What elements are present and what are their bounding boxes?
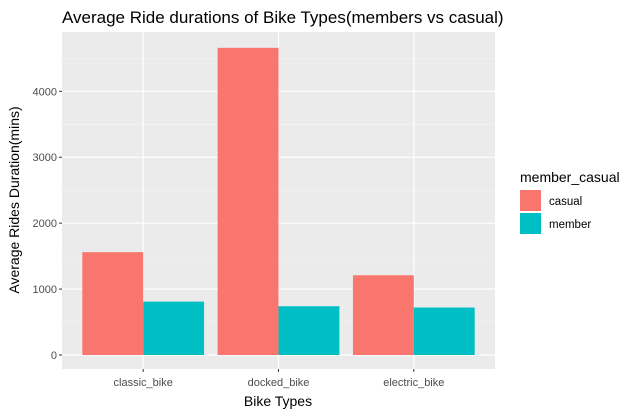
x-tick-label: docked_bike xyxy=(248,377,310,389)
legend-label-member: member xyxy=(549,219,591,231)
y-tick-label: 3000 xyxy=(33,152,57,164)
bars xyxy=(82,47,475,356)
legend: member_casual casual member xyxy=(520,169,620,234)
bar-casual-electric_bike xyxy=(352,275,414,355)
legend-key-member xyxy=(520,213,541,234)
bar-member-docked_bike xyxy=(278,306,340,355)
y-tick-label: 2000 xyxy=(33,218,57,230)
bar-member-electric_bike xyxy=(413,307,475,355)
legend-title: member_casual xyxy=(520,169,620,185)
x-axis-ticks: classic_bike docked_bike electric_bike xyxy=(114,369,444,389)
y-tick-label: 1000 xyxy=(33,284,57,296)
chart-title: Average Ride durations of Bike Types(mem… xyxy=(62,8,504,27)
x-tick-label: classic_bike xyxy=(114,377,173,389)
x-tick-label: electric_bike xyxy=(383,377,444,389)
bar-casual-classic_bike xyxy=(82,252,144,355)
y-tick-label: 4000 xyxy=(33,86,57,98)
x-axis-title: Bike Types xyxy=(244,393,312,409)
bar-member-classic_bike xyxy=(143,301,205,355)
y-axis-title: Average Rides Duration(mins) xyxy=(6,106,22,293)
legend-label-casual: casual xyxy=(549,196,582,208)
y-tick-label: 0 xyxy=(51,350,57,362)
bar-casual-docked_bike xyxy=(217,47,279,356)
legend-key-casual xyxy=(520,190,541,211)
y-axis-ticks: 0 1000 2000 3000 4000 xyxy=(33,86,62,362)
